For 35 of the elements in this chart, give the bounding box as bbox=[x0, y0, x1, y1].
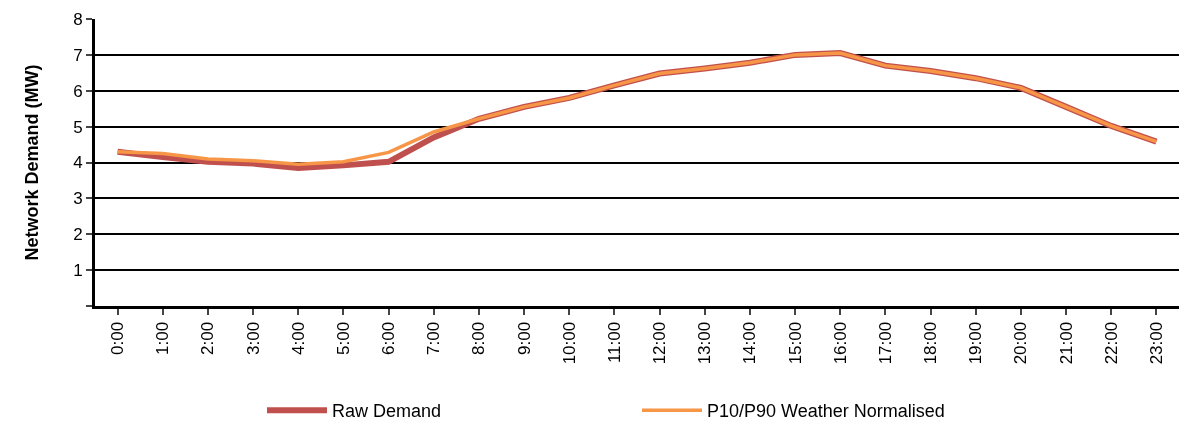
x-tick-label: 9:00 bbox=[514, 321, 534, 355]
y-tick-label: 2 bbox=[73, 225, 83, 245]
x-tick-label: 20:00 bbox=[1011, 321, 1031, 365]
x-tick-label: 2:00 bbox=[198, 321, 218, 355]
x-tick-label: 7:00 bbox=[424, 321, 444, 355]
x-tick-label: 22:00 bbox=[1101, 321, 1121, 365]
x-tick-label: 10:00 bbox=[559, 321, 579, 365]
x-tick-label: 6:00 bbox=[379, 321, 399, 355]
y-tick-label: 3 bbox=[73, 189, 83, 209]
x-tick-label: 23:00 bbox=[1146, 321, 1166, 365]
y-tick-label: 8 bbox=[73, 9, 83, 29]
x-tick-label: 16:00 bbox=[830, 321, 850, 365]
x-tick-label: 21:00 bbox=[1056, 321, 1076, 365]
x-tick-label: 3:00 bbox=[243, 321, 263, 355]
legend-label: Raw Demand bbox=[332, 401, 442, 422]
x-tick-label: 1:00 bbox=[153, 321, 173, 355]
x-tick-label: 5:00 bbox=[333, 321, 353, 355]
x-tick-label: 0:00 bbox=[108, 321, 128, 355]
y-axis-title: Network Demand (MW) bbox=[22, 64, 43, 261]
x-tick-label: 13:00 bbox=[695, 321, 715, 365]
x-tick-label: 4:00 bbox=[288, 321, 308, 355]
y-tick-label: 5 bbox=[73, 117, 83, 137]
legend-label: P10/P90 Weather Normalised bbox=[707, 401, 945, 422]
x-tick-label: 11:00 bbox=[604, 321, 624, 364]
x-tick-label: 17:00 bbox=[875, 321, 895, 365]
y-tick-label: 7 bbox=[73, 45, 83, 65]
x-tick-label: 8:00 bbox=[469, 321, 489, 355]
x-tick-label: 12:00 bbox=[650, 321, 670, 365]
x-tick-label: 15:00 bbox=[785, 321, 805, 365]
y-tick-label: 1 bbox=[73, 261, 83, 281]
x-tick-label: 19:00 bbox=[966, 321, 986, 365]
y-tick-label: 6 bbox=[73, 81, 83, 101]
y-tick-label: 4 bbox=[73, 153, 83, 173]
x-tick-label: 14:00 bbox=[740, 321, 760, 365]
x-tick-label: 18:00 bbox=[921, 321, 941, 365]
